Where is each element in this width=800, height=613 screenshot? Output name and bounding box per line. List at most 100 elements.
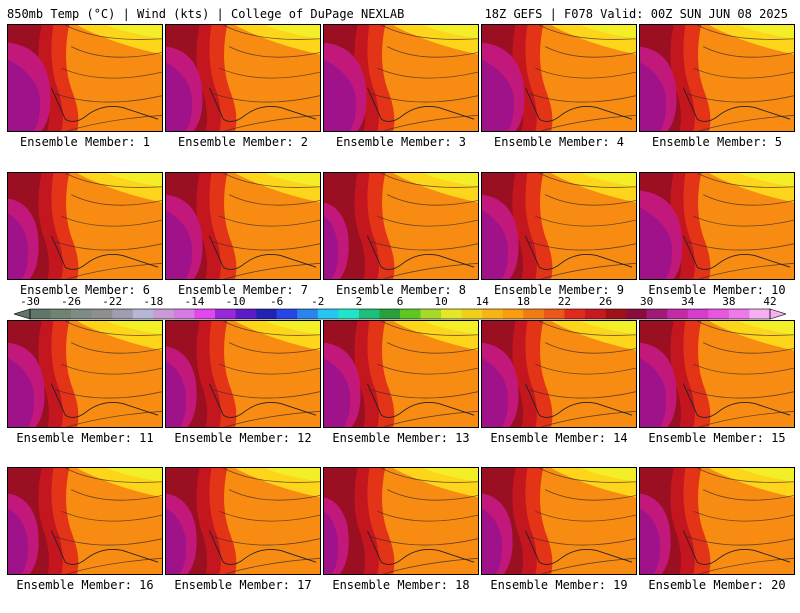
temperature-map	[481, 172, 637, 280]
colorbar-segment	[646, 309, 668, 319]
ensemble-member-panel: Ensemble Member: 3	[323, 24, 479, 170]
colorbar-segment	[523, 309, 545, 319]
colorbar-tick-label: -6	[270, 295, 284, 308]
ensemble-member-panel: Ensemble Member: 19	[481, 467, 637, 613]
colorbar-segment	[71, 309, 92, 319]
ensemble-member-label: Ensemble Member: 16	[16, 578, 154, 592]
ensemble-member-panel: Ensemble Member: 4	[481, 24, 637, 170]
colorbar-segment	[728, 309, 750, 319]
colorbar-segment	[112, 309, 134, 319]
colorbar-segment	[215, 309, 236, 319]
temperature-map	[323, 320, 479, 428]
temperature-map	[481, 320, 637, 428]
chart-title-left: 850mb Temp (°C) | Wind (kts) | College o…	[7, 7, 405, 21]
colorbar-segment	[91, 309, 113, 319]
colorbar-high-arrow	[769, 308, 786, 320]
temperature-map	[7, 467, 163, 575]
colorbar-tick-label: 38	[722, 295, 736, 308]
colorbar-segment	[358, 309, 380, 319]
ensemble-member-label: Ensemble Member: 3	[335, 135, 467, 149]
colorbar-tick-label: 26	[598, 295, 613, 308]
colorbar-tick-label: 14	[475, 295, 489, 308]
colorbar-segment	[420, 309, 442, 319]
ensemble-member-label: Ensemble Member: 8	[335, 283, 467, 297]
colorbar-tick-label: 42	[763, 295, 777, 308]
colorbar-tick-label: 18	[516, 295, 530, 308]
temperature-map	[481, 467, 637, 575]
ensemble-member-label: Ensemble Member: 20	[648, 578, 786, 592]
colorbar-segment	[687, 309, 709, 319]
colorbar-segment	[132, 309, 154, 319]
ensemble-member-panel: Ensemble Member: 8	[323, 172, 479, 318]
temperature-map	[481, 24, 637, 132]
ensemble-member-label: Ensemble Member: 4	[493, 135, 625, 149]
colorbar-tick-label: 30	[640, 295, 654, 308]
ensemble-member-panel: Ensemble Member: 20	[639, 467, 795, 613]
ensemble-member-label: Ensemble Member: 5	[651, 135, 783, 149]
colorbar-segment	[379, 309, 401, 319]
colorbar-tick-label: 6	[396, 295, 404, 308]
ensemble-member-label: Ensemble Member: 10	[648, 283, 786, 297]
colorbar-segment	[482, 309, 504, 319]
colorbar-tick-label: -14	[184, 295, 205, 308]
temperature-map	[165, 24, 321, 132]
chart-title-right: 18Z GEFS | F078 Valid: 00Z SUN JUN 08 20…	[484, 7, 788, 21]
colorbar-segment	[173, 309, 195, 319]
ensemble-member-label: Ensemble Member: 18	[332, 578, 470, 592]
colorbar-tick-label: -30	[20, 295, 40, 308]
ensemble-member-label: Ensemble Member: 13	[332, 431, 470, 445]
temperature-map	[639, 172, 795, 280]
ensemble-member-label: Ensemble Member: 15	[648, 431, 786, 445]
ensemble-member-panel: Ensemble Member: 17	[165, 467, 321, 613]
ensemble-member-panel: Ensemble Member: 14	[481, 320, 637, 466]
temperature-map	[639, 24, 795, 132]
ensemble-member-label: Ensemble Member: 9	[493, 283, 625, 297]
ensemble-member-panel: Ensemble Member: 9	[481, 172, 637, 318]
ensemble-member-panel: Ensemble Member: 18	[323, 467, 479, 613]
colorbar-tick-label: 34	[681, 295, 695, 308]
colorbar-segment	[585, 309, 606, 319]
temperature-map	[639, 467, 795, 575]
colorbar-segment	[667, 309, 689, 319]
colorbar-segment	[543, 309, 565, 319]
colorbar-tick-label: 22	[557, 295, 572, 308]
colorbar-tick-label: -2	[311, 295, 325, 308]
colorbar-segment	[30, 309, 51, 319]
temperature-map	[323, 172, 479, 280]
temperature-map	[323, 24, 479, 132]
temperature-map	[7, 24, 163, 132]
colorbar-segment	[441, 309, 462, 319]
ensemble-member-label: Ensemble Member: 17	[174, 578, 312, 592]
colorbar-segment	[605, 309, 627, 319]
colorbar-segment	[317, 309, 339, 319]
ensemble-member-panel: Ensemble Member: 16	[7, 467, 163, 613]
ensemble-member-label: Ensemble Member: 2	[177, 135, 309, 149]
colorbar-segment	[235, 309, 257, 319]
colorbar-segment	[749, 309, 771, 319]
colorbar-segment	[256, 309, 277, 319]
colorbar-segment	[461, 309, 483, 319]
colorbar-segment	[276, 309, 298, 319]
ensemble-member-panel: Ensemble Member: 2	[165, 24, 321, 170]
ensemble-member-label: Ensemble Member: 12	[174, 431, 312, 445]
colorbar-tick-label: 2	[355, 295, 363, 308]
ensemble-member-label: Ensemble Member: 1	[19, 135, 151, 149]
ensemble-member-label: Ensemble Member: 7	[177, 283, 309, 297]
colorbar-low-arrow	[14, 308, 31, 320]
ensemble-member-panel: Ensemble Member: 10	[639, 172, 795, 318]
temperature-map	[323, 467, 479, 575]
ensemble-member-label: Ensemble Member: 11	[16, 431, 154, 445]
ensemble-member-panel: Ensemble Member: 12	[165, 320, 321, 466]
colorbar-tick-label: -22	[102, 295, 123, 308]
ensemble-member-panel: Ensemble Member: 1	[7, 24, 163, 170]
colorbar-segment	[50, 309, 72, 319]
colorbar-tick-label: -18	[143, 295, 164, 308]
ensemble-member-label: Ensemble Member: 6	[19, 283, 151, 297]
colorbar-segment	[338, 309, 360, 319]
temperature-map	[165, 467, 321, 575]
colorbar-segment	[502, 309, 524, 319]
temperature-map	[7, 172, 163, 280]
ensemble-member-label: Ensemble Member: 14	[490, 431, 628, 445]
colorbar-segment	[626, 309, 647, 319]
colorbar-segment	[708, 309, 730, 319]
